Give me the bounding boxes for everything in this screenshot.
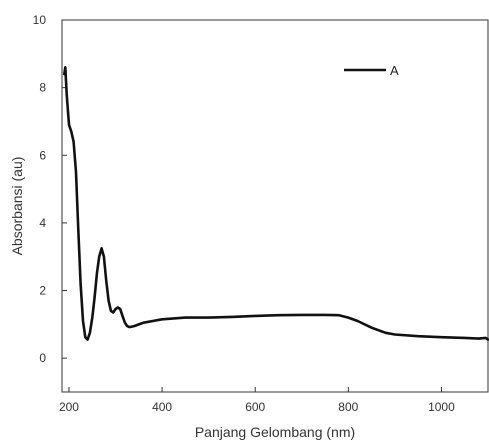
- y-tick-label: 8: [39, 81, 46, 95]
- plot-frame: [61, 19, 489, 393]
- y-tick-label: 10: [33, 13, 47, 27]
- y-tick-label: 0: [39, 351, 46, 365]
- x-axis-title: Panjang Gelombang (nm): [195, 424, 355, 440]
- y-axis-ticks: 0 2 4 6 8 10: [33, 13, 67, 365]
- x-tick-label: 400: [152, 400, 172, 414]
- x-tick-label: 1000: [428, 400, 455, 414]
- legend-label-a: A: [390, 63, 399, 78]
- x-tick-label: 800: [338, 400, 358, 414]
- y-tick-label: 6: [39, 148, 46, 162]
- legend: A: [344, 63, 399, 78]
- x-axis-ticks: 200 400 600 800 1000: [59, 387, 455, 414]
- y-axis-title: Absorbansi (au): [9, 157, 25, 256]
- y-tick-label: 2: [39, 284, 46, 298]
- x-tick-label: 600: [245, 400, 265, 414]
- x-tick-label: 200: [59, 400, 79, 414]
- series-a-line: [63, 66, 489, 341]
- y-tick-label: 4: [39, 216, 46, 230]
